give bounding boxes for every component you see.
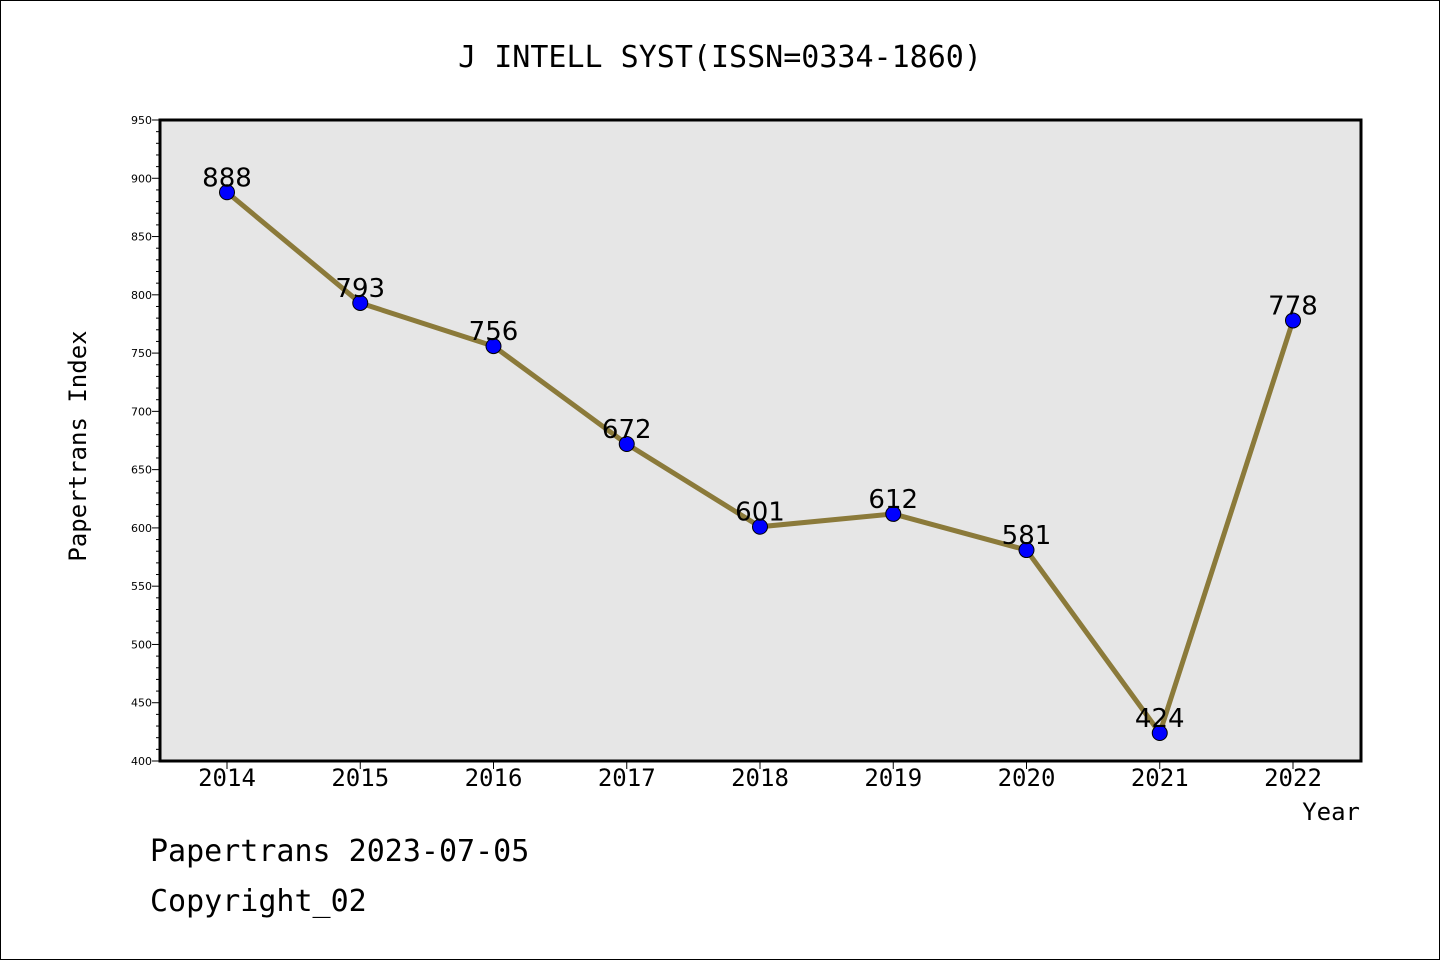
data-point [1018,542,1035,559]
footer-watermark-text: Papertrans 2023-07-05 [150,834,530,869]
plot-area [158,118,1363,763]
series-line-group: 888 793 756 672 601 612 581 424 778 [202,163,1318,742]
x-tick-label: 2019 [864,764,922,792]
x-tick-label: 2015 [331,764,389,792]
x-tick-label: 2018 [731,764,789,792]
x-tick-label: 2022 [1264,764,1322,792]
y-tick-label: 700 [131,405,152,418]
y-axis-label: Papertrans Index [64,330,92,561]
data-point [219,184,235,201]
data-label: 793 [335,274,385,304]
data-label: 672 [602,415,652,445]
data-point [352,294,369,311]
x-tick-label: 2017 [598,764,656,792]
y-tick-label: 400 [131,755,152,768]
y-tick-label: 950 [131,114,152,127]
data-point [885,505,902,522]
x-tick-label: 2016 [465,764,523,792]
data-label: 612 [868,485,918,515]
y-tick-label: 800 [131,289,152,302]
y-tick-label: 900 [131,172,152,185]
data-point [1285,312,1301,329]
footer-copyright-text: Copyright_02 [150,884,367,919]
x-tick-label: 2021 [1131,764,1189,792]
x-axis: 2014 2015 2016 2017 2018 2019 2020 2021 2022 [198,761,1322,792]
data-label: 756 [469,317,519,347]
y-tick-label: 500 [131,638,152,651]
data-label: 601 [735,498,785,528]
data-point [618,435,635,452]
data-label: 888 [202,163,252,193]
data-label: 581 [1002,521,1052,551]
y-tick-label: 550 [131,580,152,593]
data-point [485,338,502,355]
x-tick-label: 2014 [198,764,256,792]
data-label: 778 [1268,291,1318,321]
y-tick-label: 650 [131,464,152,477]
y-tick-label: 750 [131,347,152,360]
y-tick-label: 850 [131,231,152,244]
data-point [752,518,768,535]
data-point [1151,725,1168,742]
y-tick-label: 600 [131,522,152,535]
x-tick-label: 2020 [998,764,1056,792]
data-label: 424 [1135,704,1185,734]
y-tick-label: 450 [131,697,152,710]
y-axis: 400 450 500 550 600 650 700 750 800 850 900 950 [131,114,160,768]
chart-title: J INTELL SYST(ISSN=0334-1860) [458,40,982,75]
x-axis-label: Year [1302,798,1360,826]
